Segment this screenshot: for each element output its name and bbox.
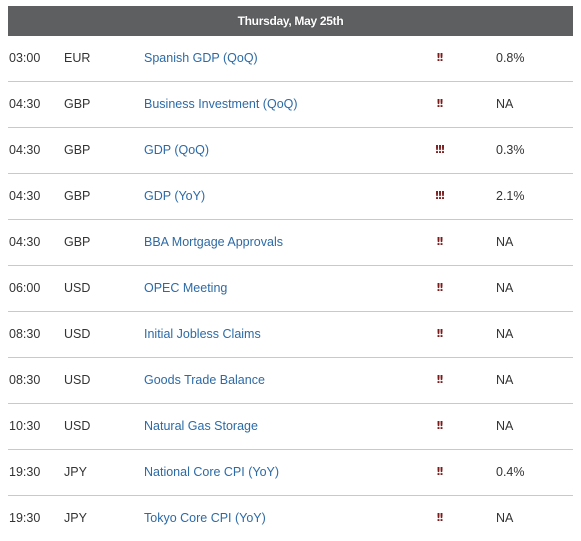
event-row: 04:30 GBP GDP (QoQ)!!! 0.3% [8, 128, 573, 174]
event-value: 0.4% [496, 465, 525, 479]
impact-indicator-icon: !! [435, 281, 444, 294]
event-value: 0.8% [496, 51, 525, 65]
event-currency: USD [64, 419, 91, 433]
event-value: 0.3% [496, 143, 525, 157]
event-value: NA [496, 327, 514, 341]
impact-indicator-icon: !!! [434, 143, 445, 156]
event-value: 2.1% [496, 189, 525, 203]
event-currency: GBP [64, 143, 91, 157]
event-row: 04:30 GBP BBA Mortgage Approvals!! NA [8, 220, 573, 266]
event-list: 03:00 EUR Spanish GDP (QoQ)!! 0.8% 04:30 GBP B… [8, 36, 573, 541]
event-currency: JPY [64, 511, 87, 525]
event-row: 08:30 USD Initial Jobless Claims!! NA [8, 312, 573, 358]
event-time: 04:30 [9, 189, 41, 203]
event-currency: USD [64, 373, 91, 387]
event-row: 04:30 GBP GDP (YoY)!!! 2.1% [8, 174, 573, 220]
event-value: NA [496, 97, 514, 111]
event-currency: EUR [64, 51, 91, 65]
event-currency: USD [64, 281, 91, 295]
event-time: 19:30 [9, 511, 41, 525]
impact-indicator-icon: !! [435, 465, 444, 478]
impact-indicator-icon: !! [435, 511, 444, 524]
event-link[interactable]: GDP (QoQ) [144, 143, 210, 157]
event-link[interactable]: BBA Mortgage Approvals [144, 235, 283, 249]
date-header: Thursday, May 25th [8, 6, 573, 36]
event-link[interactable]: Business Investment (QoQ) [144, 97, 298, 111]
impact-indicator-icon: !! [435, 373, 444, 386]
event-row: 19:30 JPY National Core CPI (YoY)!! 0.4% [8, 450, 573, 496]
event-currency: GBP [64, 235, 91, 249]
impact-indicator-icon: !! [435, 327, 444, 340]
event-time: 04:30 [9, 143, 41, 157]
event-link[interactable]: Tokyo Core CPI (YoY) [144, 511, 266, 525]
event-row: 04:30 GBP Business Investment (QoQ)!! NA [8, 82, 573, 128]
event-time: 04:30 [9, 97, 41, 111]
impact-indicator-icon: !! [435, 419, 444, 432]
impact-indicator-icon: !! [435, 235, 444, 248]
event-row: 19:30 JPY Tokyo Core CPI (YoY)!! NA [8, 496, 573, 541]
event-time: 08:30 [9, 373, 41, 387]
event-currency: GBP [64, 189, 91, 203]
event-time: 06:00 [9, 281, 41, 295]
impact-indicator-icon: !!! [434, 189, 445, 202]
economic-calendar: Thursday, May 25th 03:00 EUR Spanish GDP (… [8, 6, 573, 541]
event-currency: USD [64, 327, 91, 341]
event-link[interactable]: OPEC Meeting [144, 281, 228, 295]
event-time: 04:30 [9, 235, 41, 249]
event-link[interactable]: Initial Jobless Claims [144, 327, 261, 341]
event-value: NA [496, 373, 514, 387]
event-time: 10:30 [9, 419, 41, 433]
event-link[interactable]: GDP (YoY) [144, 189, 206, 203]
event-time: 08:30 [9, 327, 41, 341]
impact-indicator-icon: !! [435, 51, 444, 64]
event-link[interactable]: Spanish GDP (QoQ) [144, 51, 258, 65]
event-value: NA [496, 235, 514, 249]
event-time: 19:30 [9, 465, 41, 479]
impact-indicator-icon: !! [435, 97, 444, 110]
event-currency: GBP [64, 97, 91, 111]
event-row: 10:30 USD Natural Gas Storage!! NA [8, 404, 573, 450]
event-row: 08:30 USD Goods Trade Balance!! NA [8, 358, 573, 404]
event-row: 03:00 EUR Spanish GDP (QoQ)!! 0.8% [8, 36, 573, 82]
event-value: NA [496, 511, 514, 525]
event-currency: JPY [64, 465, 87, 479]
event-value: NA [496, 419, 514, 433]
event-value: NA [496, 281, 514, 295]
event-link[interactable]: Goods Trade Balance [144, 373, 265, 387]
event-link[interactable]: National Core CPI (YoY) [144, 465, 280, 479]
event-link[interactable]: Natural Gas Storage [144, 419, 258, 433]
event-row: 06:00 USD OPEC Meeting!! NA [8, 266, 573, 312]
event-time: 03:00 [9, 51, 41, 65]
